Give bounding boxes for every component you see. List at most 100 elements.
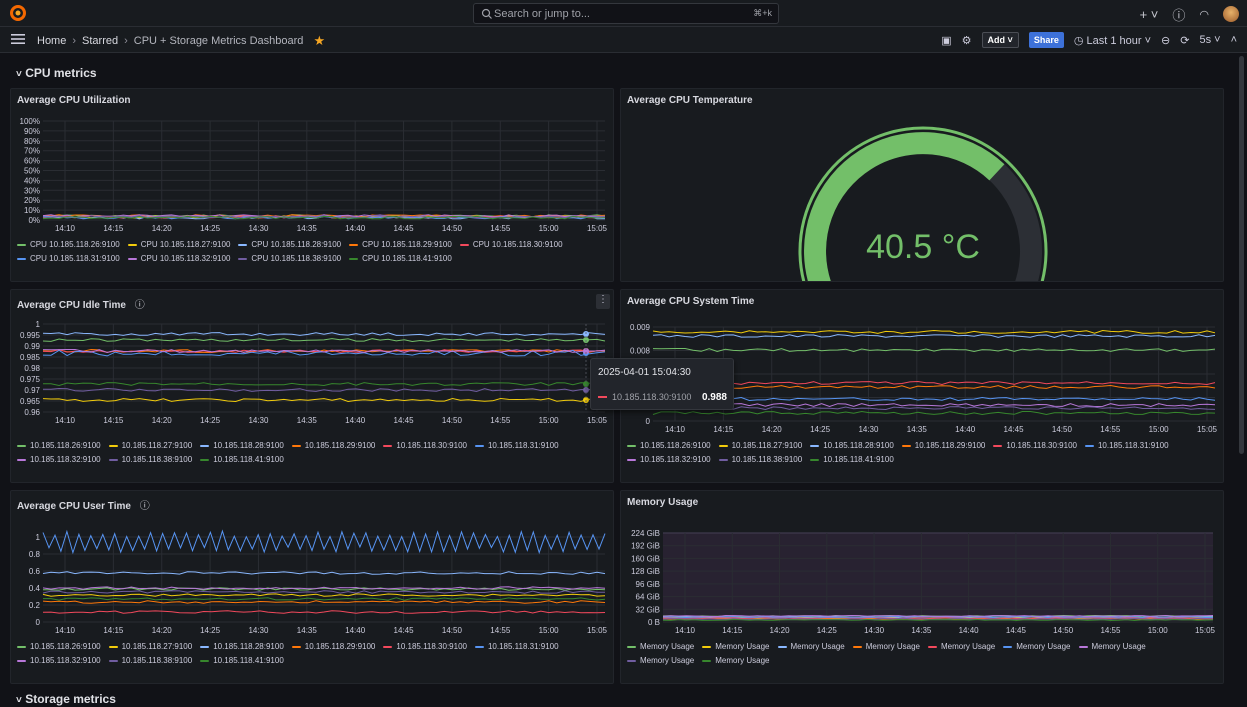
legend-item[interactable]: CPU 10.185.118.26:9100: [17, 240, 120, 249]
legend-item[interactable]: CPU 10.185.118.27:9100: [127, 240, 230, 249]
save-dashboard-icon[interactable]: ▣: [941, 34, 952, 47]
grafana-logo-icon[interactable]: [9, 4, 27, 22]
legend-item[interactable]: 10.185.118.30:9100: [993, 441, 1077, 450]
legend-item[interactable]: 10.185.118.31:9100: [1084, 441, 1169, 450]
page-scrollbar[interactable]: [1239, 56, 1244, 454]
share-button[interactable]: Share: [1028, 32, 1064, 48]
info-icon[interactable]: ⓘ: [134, 300, 145, 311]
legend-item[interactable]: Memory Usage: [1078, 642, 1146, 651]
legend-item[interactable]: 10.185.118.38:9100: [108, 656, 192, 665]
refresh-interval-picker[interactable]: 5s ˅: [1199, 34, 1221, 46]
legend-item[interactable]: Memory Usage: [702, 656, 770, 665]
legend-swatch: [200, 645, 210, 648]
y-tick-label: 0.965: [20, 397, 41, 406]
time-picker[interactable]: ◷ Last 1 hour ˅: [1073, 34, 1152, 47]
row-header-storage[interactable]: ˅ Storage metrics: [16, 692, 116, 706]
y-axis: 1 0.995 0.99 0.985 0.98 0.975 0.97 0.965 0.96: [20, 320, 41, 417]
legend-swatch: [108, 659, 118, 662]
panel-cpu-temperature[interactable]: Average CPU Temperature 40.5 °C: [620, 88, 1224, 282]
legend-item[interactable]: Memory Usage: [928, 642, 995, 651]
legend-item[interactable]: Memory Usage: [852, 642, 920, 651]
legend-swatch: [627, 645, 636, 648]
panel-menu-icon[interactable]: ⋮: [596, 294, 610, 309]
legend-item[interactable]: 10.185.118.32:9100: [627, 455, 711, 464]
breadcrumb-dashboard: CPU + Storage Metrics Dashboard: [133, 35, 304, 47]
series-line: [42, 214, 606, 218]
series-line: [42, 338, 606, 343]
legend-item[interactable]: 10.185.118.38:9100: [108, 455, 193, 464]
news-feed-icon[interactable]: ◠: [1199, 8, 1209, 21]
breadcrumb-starred[interactable]: Starred: [82, 35, 119, 47]
legend-item[interactable]: 10.185.118.26:9100: [17, 642, 101, 651]
legend: 10.185.118.26:9100 10.185.118.27:9100 10.1…: [17, 642, 597, 665]
zoom-out-icon[interactable]: ⊖: [1161, 34, 1171, 47]
legend-label: 10.185.118.29:9100: [914, 441, 986, 450]
legend-item[interactable]: 10.185.118.29:9100: [291, 642, 375, 651]
memory-chart[interactable]: 224 GiB 192 GiB 160 GiB 128 GiB 96 GiB 64 GiB…: [621, 491, 1224, 684]
legend-item[interactable]: 10.185.118.29:9100: [901, 441, 986, 450]
legend-swatch: [108, 645, 118, 648]
favorite-star-icon[interactable]: ★: [313, 33, 326, 48]
legend-item[interactable]: CPU 10.185.118.31:9100: [17, 254, 120, 263]
legend-item[interactable]: 10.185.118.29:9100: [291, 441, 375, 450]
legend-item[interactable]: CPU 10.185.118.41:9100: [349, 254, 452, 263]
legend-item[interactable]: 10.185.118.41:9100: [200, 455, 284, 464]
legend-item[interactable]: 10.185.118.31:9100: [474, 642, 559, 651]
settings-gear-icon[interactable]: ⚙: [961, 34, 972, 47]
legend-swatch: [291, 444, 301, 447]
legend-item[interactable]: CPU 10.185.118.30:9100: [459, 240, 563, 249]
row-header-cpu[interactable]: ˅ CPU metrics: [16, 66, 97, 80]
panel-cpu-user-time[interactable]: Average CPU User Time ⓘ 1 0.8 0.6 0.4 0.2 0 1…: [10, 490, 614, 684]
panel-cpu-utilization[interactable]: Average CPU Utilization 100% 90% 80% 70% 60%…: [10, 88, 614, 282]
legend-item[interactable]: 10.185.118.30:9100: [383, 441, 467, 450]
y-tick-label: 64 GiB: [636, 593, 660, 602]
legend-item[interactable]: 10.185.118.27:9100: [108, 441, 192, 450]
user-avatar[interactable]: [1223, 6, 1239, 22]
legend-item[interactable]: CPU 10.185.118.32:9100: [127, 254, 230, 263]
legend-item[interactable]: 10.185.118.27:9100: [718, 441, 802, 450]
legend-item[interactable]: 10.185.118.28:9100: [200, 441, 284, 450]
legend-item[interactable]: 10.185.118.26:9100: [17, 441, 101, 450]
legend-item[interactable]: 10.185.118.28:9100: [810, 441, 894, 450]
temperature-gauge: [798, 126, 1048, 281]
legend-item[interactable]: Memory Usage: [1003, 642, 1071, 651]
panel-cpu-idle-time[interactable]: Average CPU Idle Time ⓘ ⋮ 1 0.995 0.99 0.98…: [10, 289, 614, 483]
legend-item[interactable]: 10.185.118.26:9100: [627, 441, 711, 450]
collapse-chevron-icon[interactable]: ˄: [1230, 34, 1237, 46]
x-tick-label: 14:55: [1100, 626, 1121, 635]
legend-item[interactable]: 10.185.118.41:9100: [200, 656, 284, 665]
y-axis: 100%90%80%70%60%50%40%30%20%10%0%: [20, 117, 40, 225]
cpu-idle-chart[interactable]: 1 0.995 0.99 0.985 0.98 0.975 0.97 0.965 0.96 14…: [11, 290, 614, 483]
legend-item[interactable]: CPU 10.185.118.38:9100: [238, 254, 341, 263]
legend-item[interactable]: CPU 10.185.118.29:9100: [349, 240, 452, 249]
legend-item[interactable]: 10.185.118.30:9100: [383, 642, 467, 651]
legend-item[interactable]: 10.185.118.32:9100: [17, 656, 101, 665]
search-input[interactable]: Search or jump to... ⌘+k: [473, 3, 779, 24]
legend-item[interactable]: Memory Usage: [627, 642, 694, 651]
legend-label: 10.185.118.38:9100: [121, 455, 193, 464]
panel-memory-usage[interactable]: Memory Usage 224 GiB 192 GiB 160 GiB 128 Gi…: [620, 490, 1224, 684]
breadcrumb-home[interactable]: Home: [37, 35, 67, 47]
x-axis: 14:10 14:15 14:20 14:25 14:30 14:35 14:40 14:45…: [55, 224, 608, 233]
add-button[interactable]: Add ˅: [981, 32, 1019, 48]
info-icon[interactable]: ⓘ: [139, 501, 150, 512]
menu-hamburger-icon[interactable]: [11, 33, 25, 45]
cpu-utilization-chart[interactable]: 100%90%80%70%60%50%40%30%20%10%0% 14:10 1…: [11, 89, 614, 282]
help-icon[interactable]: ⓘ: [1172, 7, 1186, 23]
cpu-user-chart[interactable]: 1 0.8 0.6 0.4 0.2 0 14:10 14:15 14:20 14:25 14:30…: [11, 491, 614, 684]
legend-item[interactable]: 10.185.118.28:9100: [200, 642, 284, 651]
legend-item[interactable]: 10.185.118.27:9100: [108, 642, 192, 651]
legend-item[interactable]: CPU 10.185.118.28:9100: [238, 240, 341, 249]
legend-item[interactable]: Memory Usage: [777, 642, 845, 651]
legend-swatch: [17, 257, 26, 260]
x-tick-label: 14:50: [442, 224, 463, 233]
refresh-icon[interactable]: ⟳: [1180, 34, 1190, 47]
new-plus-icon[interactable]: + ˅: [1139, 6, 1159, 22]
legend-item[interactable]: 10.185.118.41:9100: [810, 455, 894, 464]
legend-item[interactable]: 10.185.118.38:9100: [718, 455, 802, 464]
legend-item[interactable]: Memory Usage: [702, 642, 770, 651]
legend-item[interactable]: Memory Usage: [627, 656, 694, 665]
legend-item[interactable]: 10.185.118.32:9100: [17, 455, 101, 464]
legend-item[interactable]: 10.185.118.31:9100: [474, 441, 559, 450]
